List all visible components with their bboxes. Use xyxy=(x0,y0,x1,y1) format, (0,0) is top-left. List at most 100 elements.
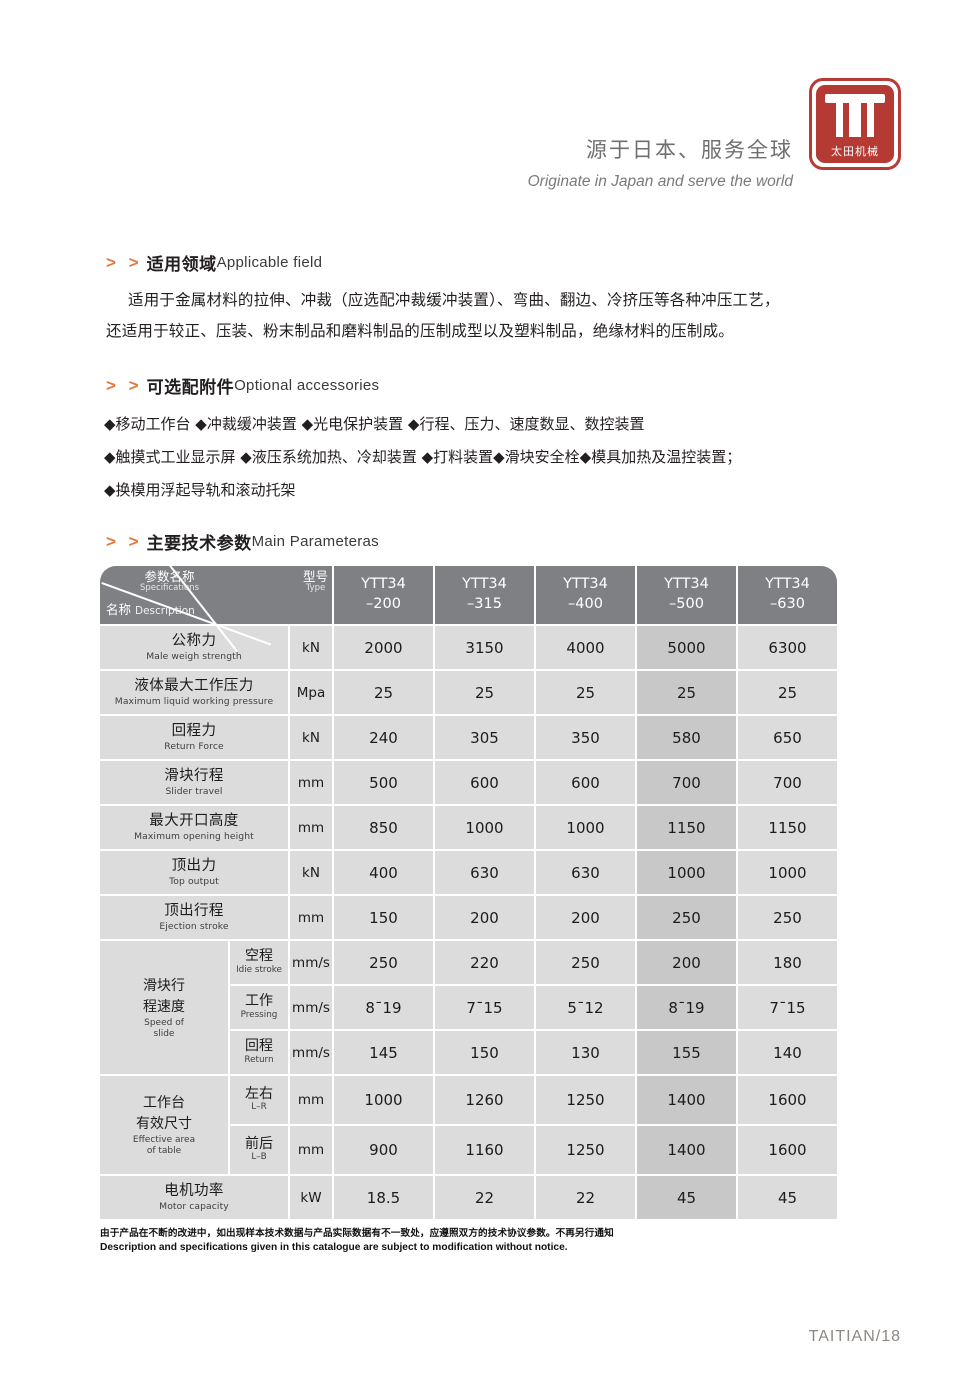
cell-table-0-4: 1600 xyxy=(738,1076,837,1124)
chevron-arrows-icon: > > xyxy=(106,252,143,272)
chevron-arrows-icon: > > xyxy=(106,531,143,551)
main-parameters-table: 参数名称 Specifications 型号 Type 名称 Descripti… xyxy=(98,564,839,1221)
corner-type-cn: 型号 xyxy=(302,569,328,584)
row-unit-5: kN xyxy=(290,851,332,894)
logo-t-notch-right-icon xyxy=(866,102,874,138)
cell-5-0: 400 xyxy=(334,851,433,894)
tagline-block: 源于日本、服务全球 Originate in Japan and serve t… xyxy=(528,78,809,191)
group-table-cn-2: 有效尺寸 xyxy=(136,1116,192,1133)
corner-desc-en: Description xyxy=(135,605,195,617)
cell-6-2: 200 xyxy=(536,896,635,939)
section-title-cn-parameters: 主要技术参数 xyxy=(146,534,252,554)
model-2-line2: –400 xyxy=(568,596,603,612)
cell-speed-0-2: 250 xyxy=(536,941,635,984)
table-row: 最大开口高度 Maximum opening height mm 850 100… xyxy=(100,806,837,849)
cell-speed-1-3: 8¯19 xyxy=(637,986,736,1029)
table-row: 顶出力 Top output kN 400 630 630 1000 1000 xyxy=(100,851,837,894)
spec-table-container: 参数名称 Specifications 型号 Type 名称 Descripti… xyxy=(98,564,837,1221)
subrow-speed-1-en: Pressing xyxy=(240,1009,278,1020)
cell-speed-0-3: 200 xyxy=(637,941,736,984)
cell-speed-1-2: 5¯12 xyxy=(536,986,635,1029)
model-header-1: YTT34 –315 xyxy=(435,566,534,624)
subrow-label-speed-0: 空程 Idie stroke xyxy=(230,941,288,984)
table-row: 公称力 Male weigh strength kN 2000 3150 400… xyxy=(100,626,837,669)
model-0-line1: YTT34 xyxy=(361,576,406,593)
group-label-speed-of-slide: 滑块行 程速度 Speed of slide xyxy=(100,941,228,1074)
group-speed-en-2: slide xyxy=(153,1028,175,1039)
cell-5-1: 630 xyxy=(435,851,534,894)
cell-speed-1-4: 7¯15 xyxy=(738,986,837,1029)
tagline-chinese: 源于日本、服务全球 xyxy=(586,138,793,162)
model-header-2: YTT34 –400 xyxy=(536,566,635,624)
cell-table-1-0: 900 xyxy=(334,1126,433,1174)
cell-6-3: 250 xyxy=(637,896,736,939)
cell-table-0-2: 1250 xyxy=(536,1076,635,1124)
cell-0-0: 2000 xyxy=(334,626,433,669)
table-corner-header-cell: 参数名称 Specifications 型号 Type 名称 Descripti… xyxy=(100,564,332,652)
subrow-unit-table-0: mm xyxy=(290,1076,332,1124)
cell-speed-0-4: 180 xyxy=(738,941,837,984)
cell-4-4: 1150 xyxy=(738,806,837,849)
cell-3-3: 700 xyxy=(637,761,736,804)
cell-speed-0-0: 250 xyxy=(334,941,433,984)
group-speed-cn-1: 滑块行 xyxy=(143,977,185,994)
table-row: 工作台 有效尺寸 Effective area of table 左右 L–R … xyxy=(100,1076,837,1174)
cell-0-1: 3150 xyxy=(435,626,534,669)
group-table-en-2: of table xyxy=(146,1146,182,1156)
cell-table-1-2: 1250 xyxy=(536,1126,635,1174)
corner-type-en: Type xyxy=(305,583,326,594)
group-speed-cn-2: 程速度 xyxy=(143,998,185,1015)
row-3-cn: 滑块行程 xyxy=(164,767,224,784)
section-title-cn-applicable: 适用领域 xyxy=(146,255,217,275)
cell-3-0: 500 xyxy=(334,761,433,804)
cell-2-2: 350 xyxy=(536,716,635,759)
row-label-5: 顶出力 Top output xyxy=(100,851,288,894)
row-unit-6: mm xyxy=(290,896,332,939)
subrow-table-1-en: L–B xyxy=(251,1152,267,1163)
model-2-line1: YTT34 xyxy=(563,576,608,593)
cell-motor-2: 22 xyxy=(536,1176,635,1219)
corner-type-label: 型号 Type xyxy=(303,570,328,593)
row-unit-4: mm xyxy=(290,806,332,849)
corner-description-label: 名称 Description xyxy=(106,599,195,618)
row-5-en: Top output xyxy=(169,875,219,887)
applicable-body-line-1: 适用于金属材料的拉伸、冲裁（应选配冲裁缓冲装置）、弯曲、翻边、冷挤压等各种冲压工… xyxy=(128,291,780,309)
section-title-en-parameters: Main Parameteras xyxy=(251,533,379,550)
footnote-chinese: 由于产品在不断的改进中，如出现样本技术数据与产品实际数据有不一致处，应遵照双方的… xyxy=(100,1228,614,1239)
row-1-cn: 液体最大工作压力 xyxy=(134,677,254,694)
row-2-cn: 回程力 xyxy=(171,722,217,739)
subrow-table-0-en: L–R xyxy=(251,1102,267,1113)
cell-3-4: 700 xyxy=(738,761,837,804)
row-unit-0: kN xyxy=(290,626,332,669)
row-4-cn: 最大开口高度 xyxy=(149,812,239,829)
footnote-english: Description and specifications given in … xyxy=(100,1242,568,1253)
row-6-cn: 顶出行程 xyxy=(164,902,224,919)
subrow-unit-table-1: mm xyxy=(290,1126,332,1174)
page-header: 源于日本、服务全球 Originate in Japan and serve t… xyxy=(0,78,963,208)
page-content: > > 适用领域Applicable field 适用于金属材料的拉伸、冲裁（应选… xyxy=(0,250,963,1255)
accessories-line-2: ◆触摸式工业显示屏 ◆液压系统加热、冷却装置 ◆打料装置◆滑块安全栓◆模具加热及… xyxy=(104,448,742,466)
cell-0-4: 6300 xyxy=(738,626,837,669)
cell-speed-1-1: 7¯15 xyxy=(435,986,534,1029)
table-row: 滑块行程 Slider travel mm 500 600 600 700 70… xyxy=(100,761,837,804)
cell-motor-0: 18.5 xyxy=(334,1176,433,1219)
cell-3-1: 600 xyxy=(435,761,534,804)
section-heading-applicable-field: > > 适用领域Applicable field xyxy=(106,250,963,276)
row-6-en: Ejection stroke xyxy=(159,920,229,932)
table-row: 工作 Pressing mm/s 8¯19 7¯15 5¯12 8¯19 7¯1… xyxy=(100,986,837,1029)
cell-1-2: 25 xyxy=(536,671,635,714)
group-label-effective-area-of-table: 工作台 有效尺寸 Effective area of table xyxy=(100,1076,228,1174)
subrow-label-speed-1: 工作 Pressing xyxy=(230,986,288,1029)
model-0-line2: –200 xyxy=(366,596,401,612)
cell-speed-2-3: 155 xyxy=(637,1031,736,1074)
cell-speed-1-0: 8¯19 xyxy=(334,986,433,1029)
model-4-line2: –630 xyxy=(770,596,805,612)
row-label-2: 回程力 Return Force xyxy=(100,716,288,759)
row-label-3: 滑块行程 Slider travel xyxy=(100,761,288,804)
cell-4-2: 1000 xyxy=(536,806,635,849)
logo-t-notch-left-icon xyxy=(836,102,844,138)
corner-desc-cn: 名称 xyxy=(106,602,132,617)
row-unit-3: mm xyxy=(290,761,332,804)
cell-0-2: 4000 xyxy=(536,626,635,669)
row-label-1: 液体最大工作压力 Maximum liquid working pressure xyxy=(100,671,288,714)
